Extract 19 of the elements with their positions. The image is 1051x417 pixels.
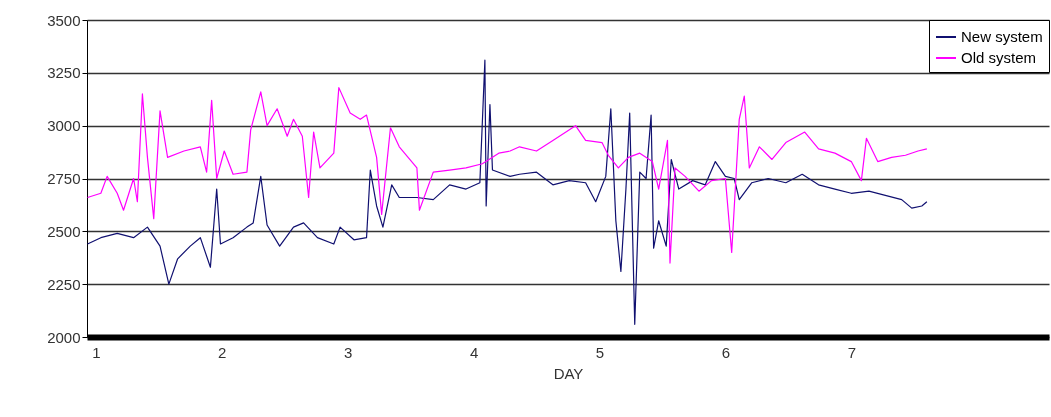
x-tick-label: 4 <box>469 343 479 361</box>
x-tick-label: 6 <box>721 343 731 361</box>
x-tick-label: 5 <box>595 343 605 361</box>
line-series <box>87 59 928 325</box>
x-axis-title: DAY <box>553 364 584 382</box>
y-tick-label: 2500 <box>47 222 81 240</box>
y-tick-label: 2000 <box>47 328 81 346</box>
x-tick-label: 1 <box>92 343 101 361</box>
y-tick-label: 3000 <box>47 117 81 135</box>
line-series <box>87 87 928 264</box>
x-tick-label: 3 <box>343 343 353 361</box>
x-tick-label: 2 <box>218 343 227 361</box>
y-tick-label: 2750 <box>47 170 81 187</box>
y-tick-label: 3500 <box>47 11 81 29</box>
y-tick-label: 3250 <box>47 64 81 82</box>
y-tick-label: 2250 <box>47 275 81 293</box>
legend-label: New system <box>961 28 1043 45</box>
x-tick-label: 7 <box>847 343 856 361</box>
legend-label: Old system <box>961 49 1037 66</box>
